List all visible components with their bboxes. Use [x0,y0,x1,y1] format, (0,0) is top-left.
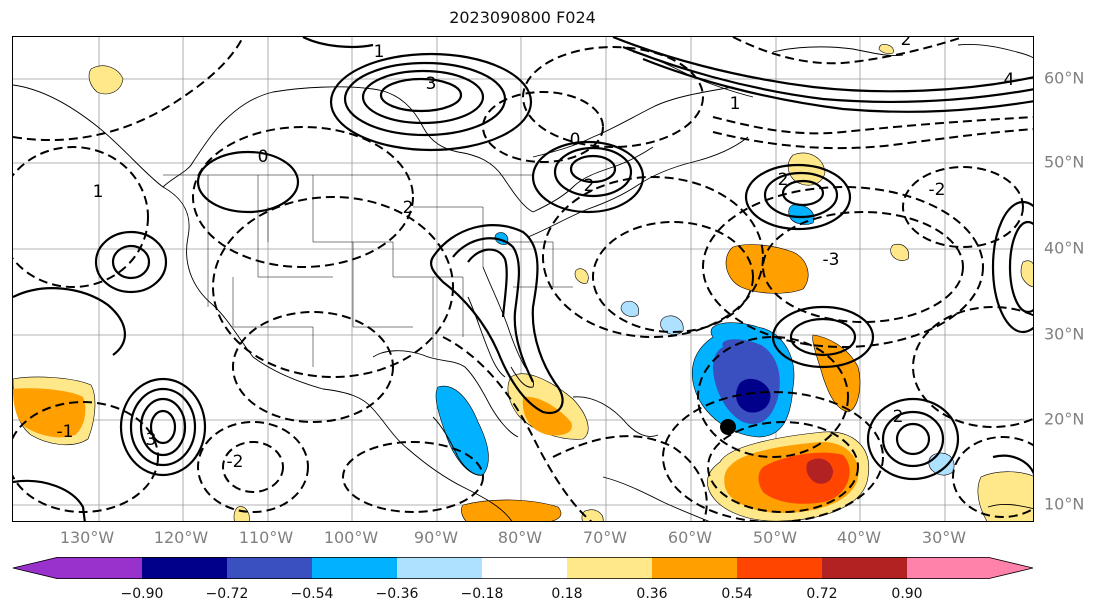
anomaly-shading [13,44,1033,521]
colorbar-tick: 0.54 [721,586,753,602]
contour-label: 2 [778,170,789,190]
contour-label: -2 [929,180,946,200]
contour-label: 0 [570,130,581,150]
colorbar-segment [822,557,907,579]
lat-label-20n: 20°N [1044,409,1085,429]
colorbar-tick: −0.36 [375,586,419,602]
negative-contours [13,37,1033,521]
colorbar-tick: 0.72 [806,586,838,602]
positive-contours [13,37,1033,521]
contour-label: -1 [57,422,74,442]
lon-label-110w: 110°W [238,528,294,547]
lon-label-40w: 40°W [836,528,882,547]
lon-label-120w: 120°W [153,528,209,547]
contour-label: 1 [93,182,104,202]
storm-position-marker [720,419,736,435]
contour-label: -2 [227,452,244,472]
contour-label: 2 [403,198,414,218]
lon-label-100w: 100°W [323,528,379,547]
colorbar-segment [397,557,482,579]
lon-label-70w: 70°W [582,528,628,547]
colorbar-segment [12,557,142,579]
colorbar [12,557,1034,579]
lat-label-10n: 10°N [1044,494,1085,514]
contour-label: 0 [258,147,269,167]
map-panel[interactable]: 3 1 0 2 3 2 1 -2 1 2 0 2 -2 -3 4 -1 2 [12,36,1034,522]
contour-labels: 3 1 0 2 3 2 1 -2 1 2 0 2 -2 -3 4 -1 2 [57,37,1015,472]
lat-label-30n: 30°N [1044,324,1085,344]
contour-label: 2 [893,407,904,427]
map-canvas: 3 1 0 2 3 2 1 -2 1 2 0 2 -2 -3 4 -1 2 [13,37,1033,521]
lat-label-60n: 60°N [1044,68,1085,88]
contour-label: 4 [1004,70,1015,90]
lon-label-80w: 80°W [497,528,543,547]
colorbar-segment [652,557,737,579]
contour-label: 2 [584,176,595,196]
borders [163,174,573,367]
lon-label-60w: 60°W [667,528,713,547]
lat-label-50n: 50°N [1044,152,1085,172]
colorbar-tick: −0.18 [460,586,504,602]
contour-label: -3 [823,250,840,270]
colorbar-segment [737,557,822,579]
colorbar-tick: −0.90 [120,586,164,602]
map-title: 2023090800 F024 [449,8,596,27]
colorbar-tick: −0.72 [205,586,249,602]
lon-label-50w: 50°W [752,528,798,547]
colorbar-tick: 0.18 [551,586,583,602]
lat-label-40n: 40°N [1044,238,1085,258]
coastlines [13,44,1033,521]
colorbar-tick: 0.36 [636,586,668,602]
colorbar-segment [907,557,1033,579]
contour-label: 2 [901,37,912,50]
lon-label-90w: 90°W [413,528,459,547]
colorbar-segment [482,557,567,579]
lon-label-130w: 130°W [59,528,115,547]
colorbar-graphic [12,557,1034,579]
lon-label-30w: 30°W [921,528,967,547]
colorbar-segment [312,557,397,579]
colorbar-segment [227,557,312,579]
graticule [13,37,1033,521]
contour-label: 1 [374,42,385,62]
colorbar-segment [567,557,652,579]
contour-label: 3 [426,74,437,94]
colorbar-segment [142,557,227,579]
colorbar-tick: −0.54 [290,586,334,602]
contour-label: 1 [730,94,741,114]
colorbar-tick: 0.90 [891,586,923,602]
contour-label: 3 [146,430,157,450]
